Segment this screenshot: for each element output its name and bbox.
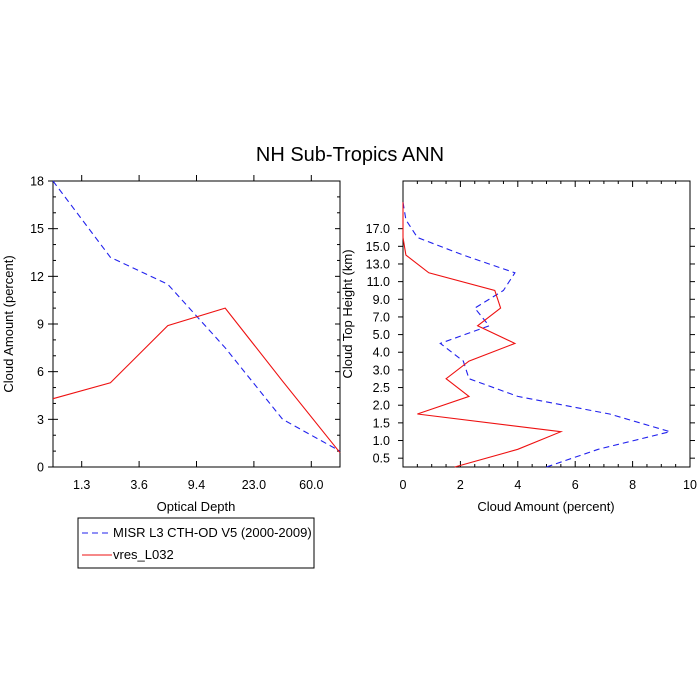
left-y-axis-label: Cloud Amount (percent) — [1, 255, 16, 392]
right-x-tick-label: 8 — [629, 478, 636, 492]
left-x-tick-label: 1.3 — [73, 478, 90, 492]
left-ticks: 0 3 6 9 12 15 18 1.3 3.6 9.4 23.0 60.0 — [30, 175, 340, 492]
right-y-tick-label: 2.0 — [373, 399, 390, 413]
left-y-tick-label: 6 — [37, 365, 44, 379]
right-x-tick-label: 10 — [683, 478, 697, 492]
right-x-tick-label: 4 — [514, 478, 521, 492]
chart-title: NH Sub-Tropics ANN — [256, 144, 444, 166]
left-y-tick-label: 0 — [37, 461, 44, 475]
left-x-tick-label: 9.4 — [188, 478, 205, 492]
left-x-tick-label: 3.6 — [130, 478, 147, 492]
legend-box — [77, 517, 315, 569]
left-y-tick-label: 3 — [37, 413, 44, 427]
left-obs-series-line — [52, 180, 341, 452]
right-series — [402, 202, 673, 468]
right-x-tick-label: 6 — [572, 478, 579, 492]
legend-obs-label: MISR L3 CTH-OD V5 (2000-2009) — [113, 525, 312, 540]
left-y-tick-label: 15 — [30, 222, 44, 236]
right-y-tick-label: 11.0 — [367, 275, 390, 289]
right-x-axis-label: Cloud Amount (percent) — [477, 499, 614, 514]
right-y-tick-label: 9.0 — [373, 293, 390, 307]
right-y-tick-label: 7.0 — [373, 310, 390, 324]
right-y-tick-label: 1.0 — [373, 434, 390, 448]
right-panel: 0.5 1.0 1.5 2.0 2.5 3.0 4.0 5.0 7.0 9.0 11.0 13.0 15… — [340, 180, 697, 514]
left-x-tick-label: 23.0 — [242, 478, 266, 492]
right-x-tick-label: 2 — [457, 478, 464, 492]
left-y-tick-label: 18 — [30, 175, 44, 189]
right-ticks: 0.5 1.0 1.5 2.0 2.5 3.0 4.0 5.0 7.0 9.0 11.0 13.0 15… — [366, 181, 697, 492]
left-plot-frame — [52, 180, 341, 468]
left-model-series-line — [52, 307, 341, 454]
left-x-axis-label: Optical Depth — [157, 499, 236, 514]
right-y-tick-label: 4.0 — [373, 346, 390, 360]
legend-model-label: vres_L032 — [113, 547, 174, 562]
left-x-tick-label: 60.0 — [299, 478, 323, 492]
legend: MISR L3 CTH-OD V5 (2000-2009) vres_L032 — [77, 517, 315, 569]
right-y-tick-label: 15.0 — [366, 240, 390, 254]
right-y-tick-label: 3.0 — [373, 363, 390, 377]
right-y-tick-label: 1.5 — [373, 416, 390, 430]
right-x-tick-label: 0 — [400, 478, 407, 492]
right-y-tick-label: 0.5 — [373, 452, 390, 466]
left-y-tick-label: 12 — [30, 270, 44, 284]
right-y-tick-label: 17.0 — [366, 222, 390, 236]
left-series — [52, 180, 341, 454]
left-panel: 0 3 6 9 12 15 18 1.3 3.6 9.4 23.0 60.0 Optical Dept… — [1, 175, 341, 514]
right-y-tick-label: 2.5 — [373, 381, 390, 395]
right-obs-series-line — [402, 202, 673, 468]
right-y-tick-label: 5.0 — [373, 328, 390, 342]
right-y-tick-label: 13.0 — [366, 257, 390, 271]
left-y-tick-label: 9 — [37, 318, 44, 332]
right-y-axis-label: Cloud Top Height (km) — [340, 249, 355, 378]
right-plot-frame — [402, 180, 691, 468]
right-model-series-line — [402, 202, 564, 468]
